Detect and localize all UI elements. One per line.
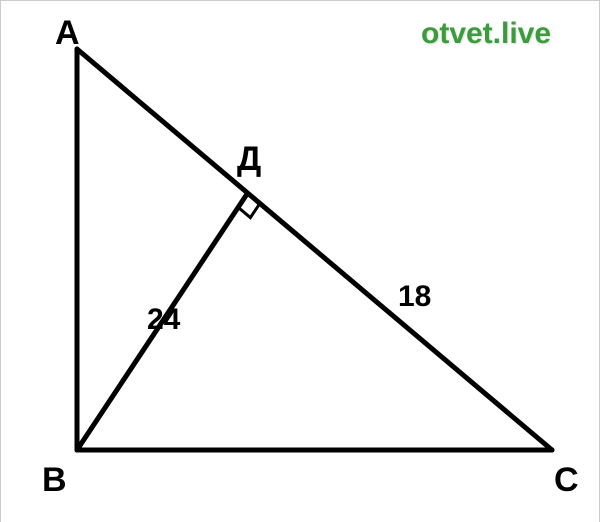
- vertex-label-b: В: [42, 463, 67, 497]
- diagram-stage: otvet.live А В С Д 24 18: [0, 0, 600, 522]
- vertex-label-d: Д: [237, 142, 261, 176]
- vertex-label-c: С: [554, 463, 579, 497]
- geometry-svg: [0, 0, 600, 522]
- vertex-label-a: А: [55, 16, 80, 50]
- edge-label-bd: 24: [147, 305, 180, 335]
- watermark-text: otvet.live: [421, 17, 551, 51]
- edge-label-dc: 18: [398, 282, 431, 312]
